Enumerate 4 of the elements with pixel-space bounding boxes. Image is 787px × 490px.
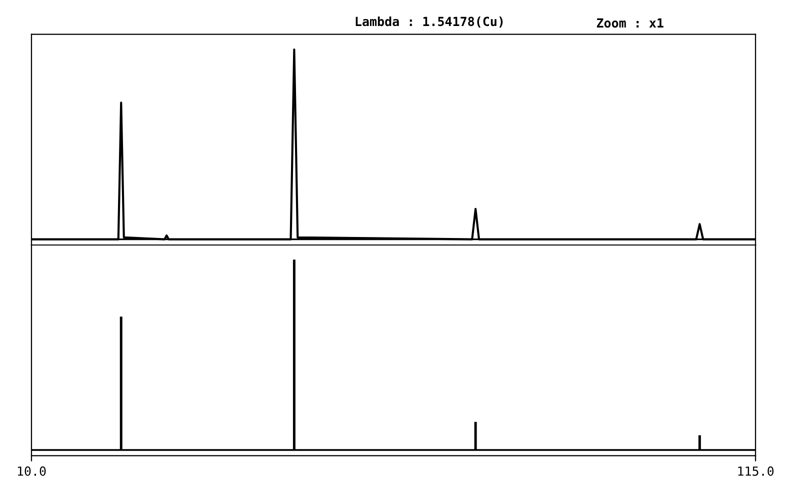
x-tick-label: 115.0 [738,466,774,476]
chart-subtitle: Zoom : x1 [596,18,664,28]
chart-title: Lambda : 1.54178(Cu) [356,16,503,28]
x-tick-label: 10.0 [18,466,46,476]
